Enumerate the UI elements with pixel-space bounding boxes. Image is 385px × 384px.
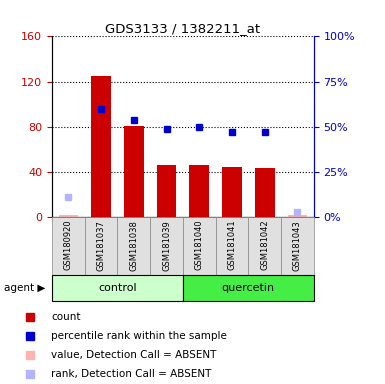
Text: control: control [98,283,137,293]
Bar [59,215,78,217]
Text: GSM180920: GSM180920 [64,220,73,270]
Bar [117,217,150,275]
Text: GSM181037: GSM181037 [97,220,105,271]
Text: GSM181043: GSM181043 [293,220,302,271]
Text: percentile rank within the sample: percentile rank within the sample [51,331,227,341]
Text: count: count [51,312,80,322]
Bar [288,215,307,217]
Bar [216,217,248,275]
Bar [91,76,111,217]
Text: rank, Detection Call = ABSENT: rank, Detection Call = ABSENT [51,369,211,379]
Bar [255,169,275,217]
Bar [124,126,144,217]
Bar [52,217,85,275]
Text: value, Detection Call = ABSENT: value, Detection Call = ABSENT [51,349,216,360]
Bar [52,275,183,301]
Text: quercetin: quercetin [222,283,275,293]
Text: GSM181038: GSM181038 [129,220,138,271]
Text: GSM181041: GSM181041 [228,220,236,270]
Bar [222,167,242,217]
Bar [157,165,176,217]
Bar [248,217,281,275]
Bar [281,217,314,275]
Bar [85,217,117,275]
Bar [183,217,216,275]
Title: GDS3133 / 1382211_at: GDS3133 / 1382211_at [105,22,260,35]
Bar [150,217,183,275]
Text: GSM181040: GSM181040 [195,220,204,270]
Text: GSM181039: GSM181039 [162,220,171,271]
Bar [183,275,314,301]
Text: GSM181042: GSM181042 [260,220,269,270]
Text: agent ▶: agent ▶ [4,283,45,293]
Bar [189,165,209,217]
